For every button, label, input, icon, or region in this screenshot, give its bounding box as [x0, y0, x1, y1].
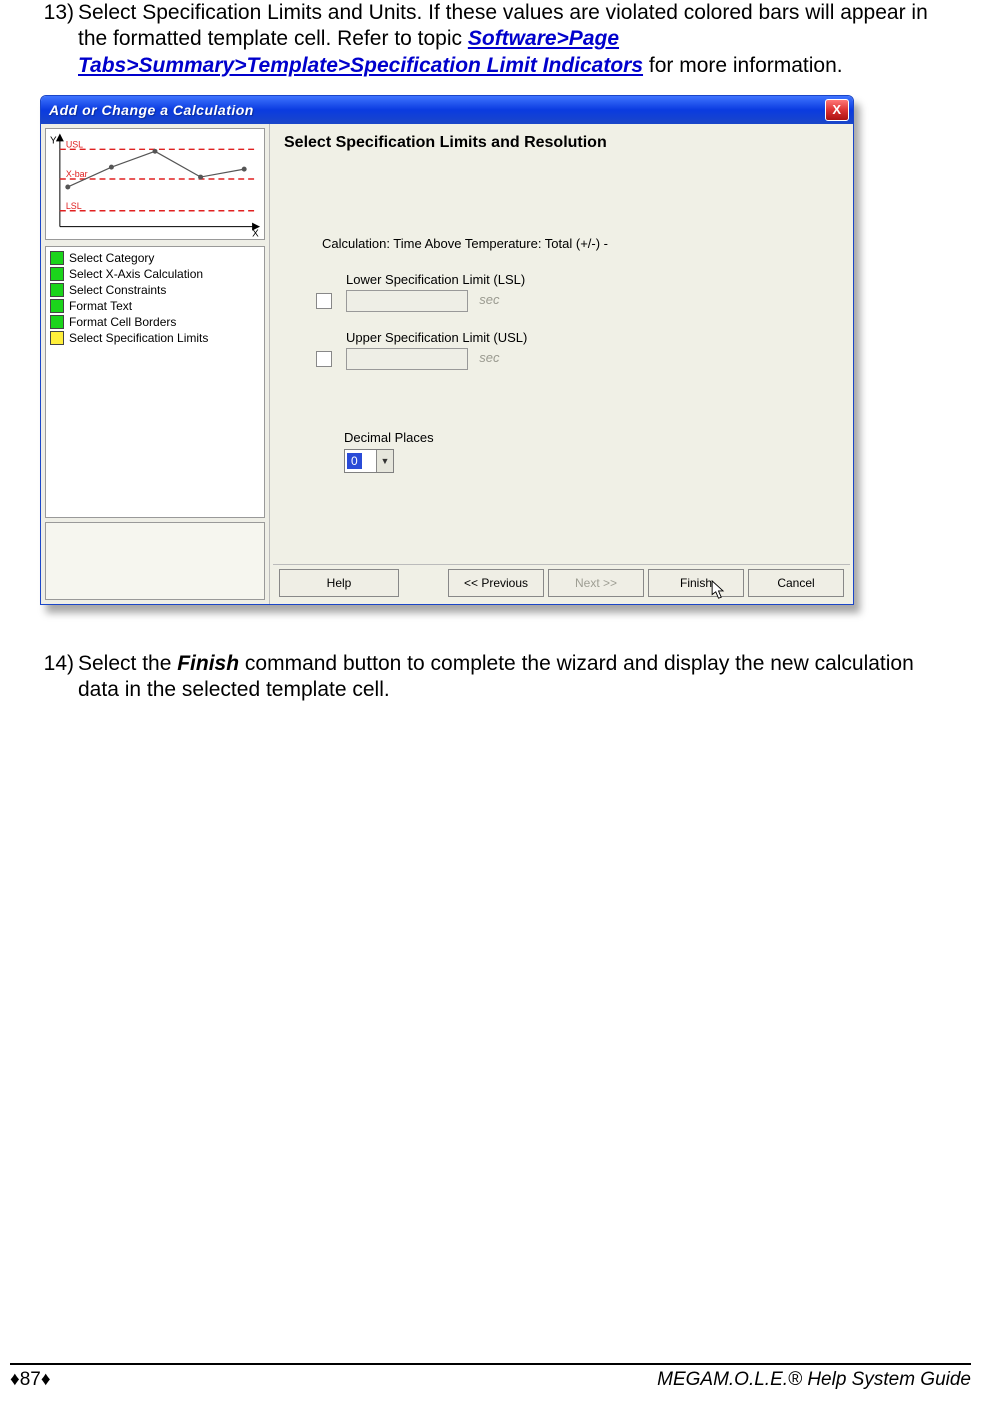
footer-mega: MEGA	[657, 1369, 713, 1390]
list-item-label: Format Cell Borders	[69, 315, 176, 329]
usl-input[interactable]	[346, 348, 468, 370]
cancel-button[interactable]: Cancel	[748, 569, 844, 597]
close-icon: X	[832, 102, 841, 117]
decimal-places-select[interactable]: 0 ▼	[344, 449, 394, 473]
step-13-text: Select Specification Limits and Units. I…	[76, 0, 941, 79]
add-change-calculation-dialog: Add or Change a Calculation X Y X USL X-…	[40, 95, 854, 605]
usl-checkbox[interactable]	[316, 351, 332, 367]
description-pane	[45, 522, 265, 600]
list-item-label: Select Specification Limits	[69, 331, 208, 345]
lsl-label: Lower Specification Limit (LSL)	[346, 272, 525, 287]
chevron-down-icon[interactable]: ▼	[376, 450, 393, 472]
next-button: Next >>	[548, 569, 644, 597]
step-status-icon	[50, 251, 64, 265]
finish-button[interactable]: Finish	[648, 569, 744, 597]
usl-label: Upper Specification Limit (USL)	[346, 330, 527, 345]
help-button[interactable]: Help	[279, 569, 399, 597]
wizard-step-list: Select Category Select X-Axis Calculatio…	[45, 246, 265, 518]
lsl-checkbox[interactable]	[316, 293, 332, 309]
lsl-label: LSL	[66, 201, 82, 211]
step-14-t1: Select the	[78, 652, 177, 675]
list-item[interactable]: Select Constraints	[46, 282, 264, 298]
step-status-icon	[50, 331, 64, 345]
panel-heading: Select Specification Limits and Resoluti…	[284, 134, 607, 152]
list-item-label: Select Constraints	[69, 283, 166, 297]
list-item[interactable]: Select X-Axis Calculation	[46, 266, 264, 282]
step-13-t2: for more information.	[643, 54, 843, 77]
calculation-description: Calculation: Time Above Temperature: Tot…	[322, 236, 608, 251]
lsl-unit: sec	[479, 292, 499, 307]
list-item-label: Select X-Axis Calculation	[69, 267, 203, 281]
usl-label: USL	[66, 139, 83, 149]
axis-x-label: X	[252, 228, 259, 238]
list-item[interactable]: Select Specification Limits	[46, 330, 264, 346]
step-14-bold: Finish	[177, 652, 239, 675]
step-status-icon	[50, 283, 64, 297]
close-button[interactable]: X	[825, 99, 849, 121]
list-item[interactable]: Format Text	[46, 298, 264, 314]
footer-rest: M.O.L.E.® Help System Guide	[713, 1369, 971, 1390]
usl-unit: sec	[479, 350, 499, 365]
step-14-number: 14)	[40, 651, 76, 704]
step-status-icon	[50, 267, 64, 281]
lsl-input[interactable]	[346, 290, 468, 312]
page-number: ♦87♦	[10, 1369, 51, 1391]
step-13-number: 13)	[40, 0, 76, 79]
list-item[interactable]: Format Cell Borders	[46, 314, 264, 330]
list-item-label: Select Category	[69, 251, 154, 265]
footer-title: MEGAM.O.L.E.® Help System Guide	[657, 1369, 971, 1391]
cursor-icon	[711, 580, 726, 600]
dialog-title: Add or Change a Calculation	[49, 102, 825, 118]
decimal-places-value: 0	[347, 453, 362, 469]
finish-button-label: Finish	[680, 576, 712, 590]
axis-y-label: Y	[50, 135, 57, 146]
previous-button[interactable]: << Previous	[448, 569, 544, 597]
step-14-text: Select the Finish command button to comp…	[76, 651, 941, 704]
xbar-label: X-bar	[66, 169, 88, 179]
list-item-label: Format Text	[69, 299, 132, 313]
step-status-icon	[50, 299, 64, 313]
chart-preview: Y X USL X-bar LSL	[45, 128, 265, 240]
list-item[interactable]: Select Category	[46, 250, 264, 266]
dialog-titlebar: Add or Change a Calculation X	[41, 96, 853, 124]
decimal-places-label: Decimal Places	[344, 430, 434, 445]
step-status-icon	[50, 315, 64, 329]
